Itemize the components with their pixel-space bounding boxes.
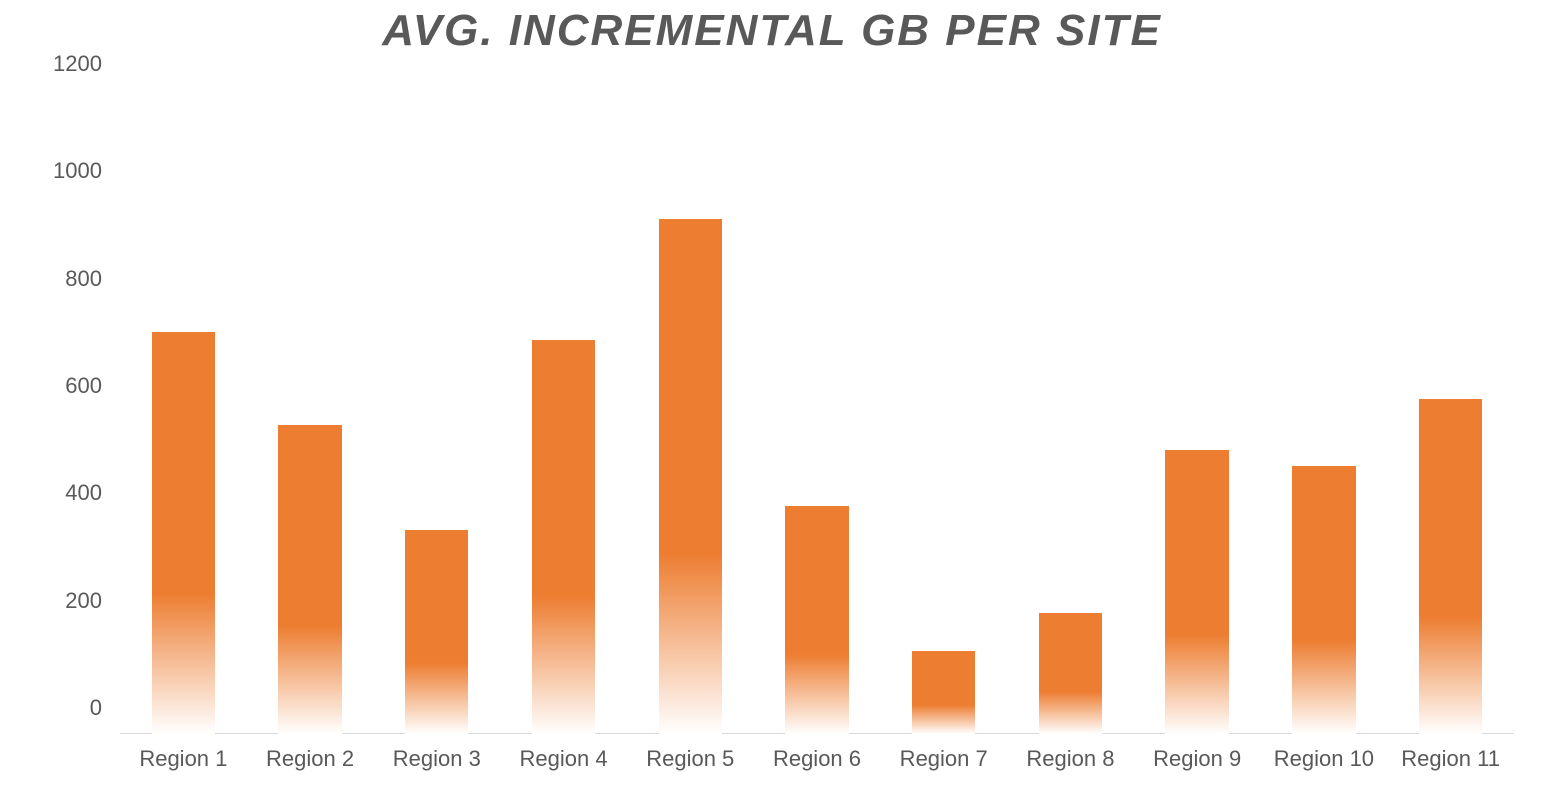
y-tick-label: 200 bbox=[65, 588, 120, 614]
x-tick-label: Region 11 bbox=[1401, 734, 1500, 772]
x-tick-label: Region 1 bbox=[139, 734, 227, 772]
chart-container: AVG. INCREMENTAL GB PER SITE Region 1Reg… bbox=[0, 0, 1544, 804]
bar-slot: Region 10 bbox=[1261, 90, 1388, 734]
bar bbox=[1419, 399, 1482, 734]
y-tick-label: 600 bbox=[65, 373, 120, 399]
y-tick-label: 1000 bbox=[53, 158, 120, 184]
x-tick-label: Region 3 bbox=[393, 734, 481, 772]
bar bbox=[659, 219, 722, 734]
bar-slot: Region 4 bbox=[500, 90, 627, 734]
bar-slot: Region 11 bbox=[1387, 90, 1514, 734]
bar-slot: Region 3 bbox=[373, 90, 500, 734]
y-tick-label: 800 bbox=[65, 266, 120, 292]
bar bbox=[152, 332, 215, 735]
x-tick-label: Region 7 bbox=[900, 734, 988, 772]
bar bbox=[405, 530, 468, 734]
bar-slot: Region 1 bbox=[120, 90, 247, 734]
x-tick-label: Region 4 bbox=[519, 734, 607, 772]
chart-title: AVG. INCREMENTAL GB PER SITE bbox=[0, 0, 1544, 56]
bar bbox=[1165, 450, 1228, 734]
bar bbox=[278, 425, 341, 734]
plot-area: Region 1Region 2Region 3Region 4Region 5… bbox=[120, 90, 1514, 734]
x-tick-label: Region 9 bbox=[1153, 734, 1241, 772]
bar-slot: Region 5 bbox=[627, 90, 754, 734]
x-tick-label: Region 8 bbox=[1026, 734, 1114, 772]
x-tick-label: Region 6 bbox=[773, 734, 861, 772]
bar-slot: Region 8 bbox=[1007, 90, 1134, 734]
y-tick-label: 400 bbox=[65, 480, 120, 506]
bar bbox=[532, 340, 595, 734]
bar bbox=[912, 651, 975, 734]
bar-slot: Region 7 bbox=[880, 90, 1007, 734]
y-tick-label: 0 bbox=[90, 695, 120, 721]
bars-group: Region 1Region 2Region 3Region 4Region 5… bbox=[120, 90, 1514, 734]
x-tick-label: Region 10 bbox=[1274, 734, 1374, 772]
x-tick-label: Region 2 bbox=[266, 734, 354, 772]
bar bbox=[1292, 466, 1355, 734]
bar bbox=[785, 506, 848, 734]
y-tick-label: 1200 bbox=[53, 51, 120, 77]
bar-slot: Region 2 bbox=[247, 90, 374, 734]
bar-slot: Region 9 bbox=[1134, 90, 1261, 734]
x-tick-label: Region 5 bbox=[646, 734, 734, 772]
bar-slot: Region 6 bbox=[754, 90, 881, 734]
bar bbox=[1039, 613, 1102, 734]
